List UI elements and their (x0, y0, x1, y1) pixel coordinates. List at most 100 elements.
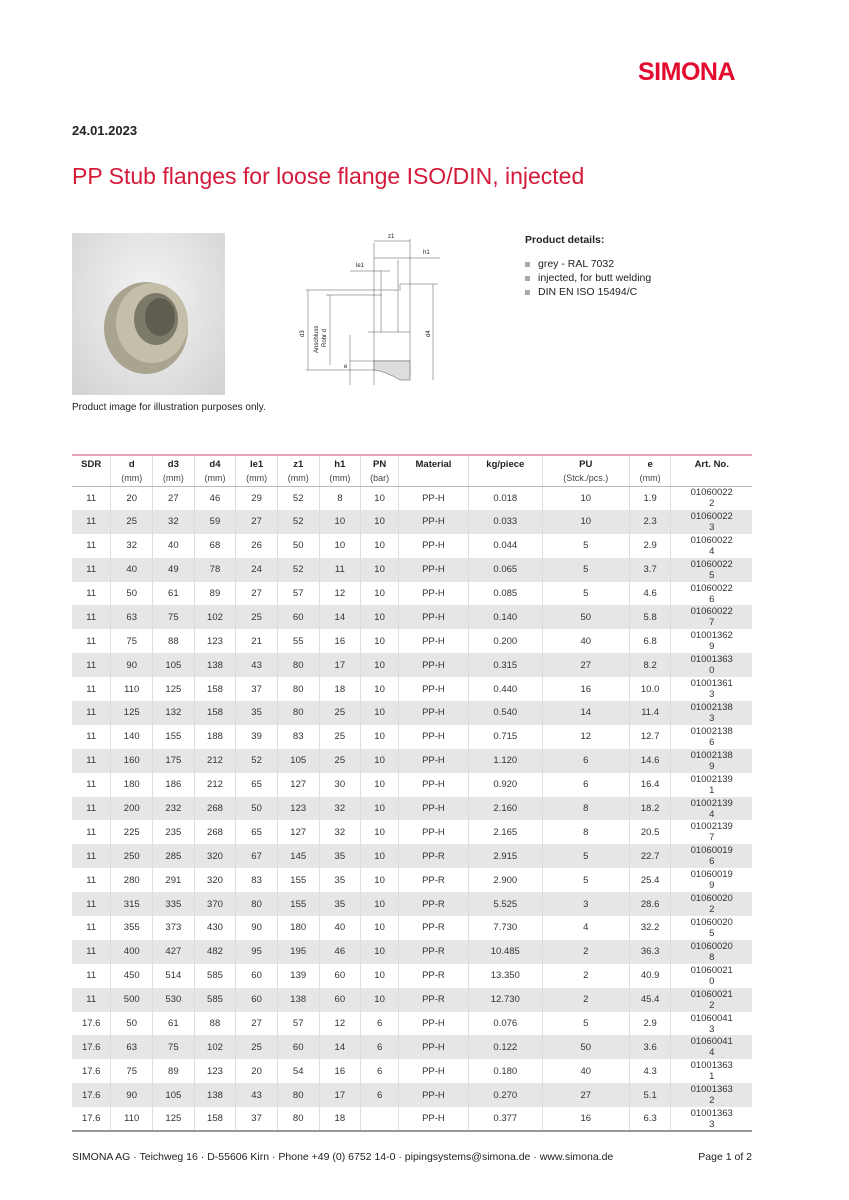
table-cell: 10 (318, 533, 361, 558)
table-cell: 10 (541, 509, 630, 534)
table-cell: 4.3 (628, 1059, 671, 1084)
detail-text: grey - RAL 7032 (538, 258, 615, 270)
table-row: 11 250 285 320 67 145 35 10 PP-R 2.915 5 22.7 010600… (72, 844, 752, 869)
table-cell: 10 (360, 653, 399, 678)
detail-item: injected, for butt welding (525, 272, 651, 284)
table-cell: 11 (72, 748, 111, 773)
label-e: e (344, 364, 348, 370)
table-cell: 195 (276, 939, 320, 964)
table-cell: 80 (276, 677, 320, 702)
column-header: d3 (mm) (152, 455, 195, 487)
table-cell: 11 (72, 605, 111, 630)
table-cell: 61 (152, 581, 195, 606)
table-cell: 102 (193, 605, 236, 630)
table-cell: 285 (152, 844, 195, 869)
table-cell: 140 (110, 724, 153, 749)
table-cell: 32 (110, 533, 153, 558)
table-cell: 25 (235, 605, 278, 630)
table-cell: 60 (235, 987, 278, 1012)
table-cell: 11 (72, 557, 111, 582)
table-cell: 22.7 (628, 844, 671, 869)
table-cell: 37 (235, 677, 278, 702)
table-cell: 2.9 (628, 1011, 671, 1036)
table-cell: 83 (276, 724, 320, 749)
column-header: SDR (72, 455, 111, 487)
table-cell: 88 (193, 1011, 236, 1036)
table-cell: 12 (318, 1011, 361, 1036)
table-cell: 180 (110, 772, 153, 797)
table-cell: 43 (235, 1083, 278, 1108)
table-cell: 10 (360, 605, 399, 630)
table-cell: 32 (152, 509, 195, 534)
article-number: 01001363 3 (670, 1107, 752, 1132)
table-cell: 175 (152, 748, 195, 773)
product-details: Product details: grey - RAL 7032 injected… (525, 234, 651, 300)
table-cell: 105 (152, 653, 195, 678)
table-cell: PP-H (398, 486, 469, 510)
table-cell: 89 (193, 581, 236, 606)
table-cell: 25 (110, 509, 153, 534)
table-cell: 16 (318, 629, 361, 654)
table-cell: 10 (360, 557, 399, 582)
table-cell: 232 (152, 796, 195, 821)
detail-item: DIN EN ISO 15494/C (525, 286, 651, 298)
table-cell: 11 (86, 826, 97, 838)
header-label: e (647, 459, 653, 470)
table-cell: 5.525 (467, 892, 543, 917)
table-cell: PP-H (398, 772, 469, 797)
table-cell: 186 (152, 772, 195, 797)
table-cell: 11 (72, 987, 111, 1012)
label-h1: h1 (423, 250, 430, 256)
table-cell: 89 (152, 1059, 195, 1084)
table-cell: 35 (318, 868, 361, 893)
table-cell: PP-H (398, 796, 469, 821)
table-cell: 65 (235, 820, 278, 845)
table-cell: 11 (72, 939, 111, 964)
table-cell: 20.5 (628, 820, 671, 845)
header-unit: (bar) (370, 473, 390, 483)
table-cell: 11 (86, 540, 97, 552)
table-cell: 20 (110, 486, 153, 510)
table-cell: 40 (541, 1059, 630, 1084)
table-cell: 0.540 (467, 701, 543, 725)
table-row: 11 50 61 89 27 57 12 10 PP-H 0.085 5 4.6 01060022 6 (72, 581, 752, 606)
table-cell: 14 (318, 1035, 361, 1060)
table-cell: 4 (541, 916, 630, 940)
table-cell: 105 (276, 748, 320, 773)
table-row: 11 500 530 585 60 138 60 10 PP-R 12.730 2 45.4 01060… (72, 987, 752, 1012)
table-cell: 90 (110, 653, 153, 678)
bullet-icon (525, 261, 530, 267)
table-cell: 16 (541, 1107, 630, 1132)
column-header: h1 (mm) (318, 455, 361, 487)
table-cell: 11 (86, 731, 97, 743)
table-row: 11 160 175 212 52 105 25 10 PP-H 1.120 6 14.6 010021… (72, 748, 752, 773)
table-cell: 102 (193, 1035, 236, 1060)
article-number: 01001363 1 (670, 1059, 752, 1084)
header-label: PU (579, 459, 593, 470)
table-cell: 12.7 (628, 724, 671, 749)
table-cell: 138 (276, 987, 320, 1012)
table-cell: 43 (235, 653, 278, 678)
table-cell: 50 (110, 1011, 153, 1036)
table-cell: PP-H (398, 653, 469, 678)
table-cell: 5 (541, 557, 630, 582)
table-cell: PP-H (398, 701, 469, 725)
table-cell: 16 (318, 1059, 361, 1084)
table-cell: 61 (152, 1011, 195, 1036)
header-label: SDR (81, 459, 102, 470)
table-cell: 11 (86, 922, 97, 934)
table-cell: 50 (110, 581, 153, 606)
table-row: 11 315 335 370 80 155 35 10 PP-R 5.525 3 28.6 010600… (72, 892, 752, 917)
table-cell: 0.033 (467, 509, 543, 534)
table-cell: 180 (276, 916, 320, 940)
table-cell (360, 1107, 399, 1132)
table-row: 11 225 235 268 65 127 32 10 PP-H 2.165 8 20.5 010021… (72, 820, 752, 845)
column-header: d4 (mm) (193, 455, 236, 487)
table-cell: 123 (276, 796, 320, 821)
table-cell: 32.2 (628, 916, 671, 940)
table-cell: 320 (193, 844, 236, 869)
table-cell: 6 (360, 1035, 399, 1060)
table-cell: 37 (235, 1107, 278, 1132)
table-cell: 4.6 (628, 581, 671, 606)
table-cell: 2 (541, 939, 630, 964)
